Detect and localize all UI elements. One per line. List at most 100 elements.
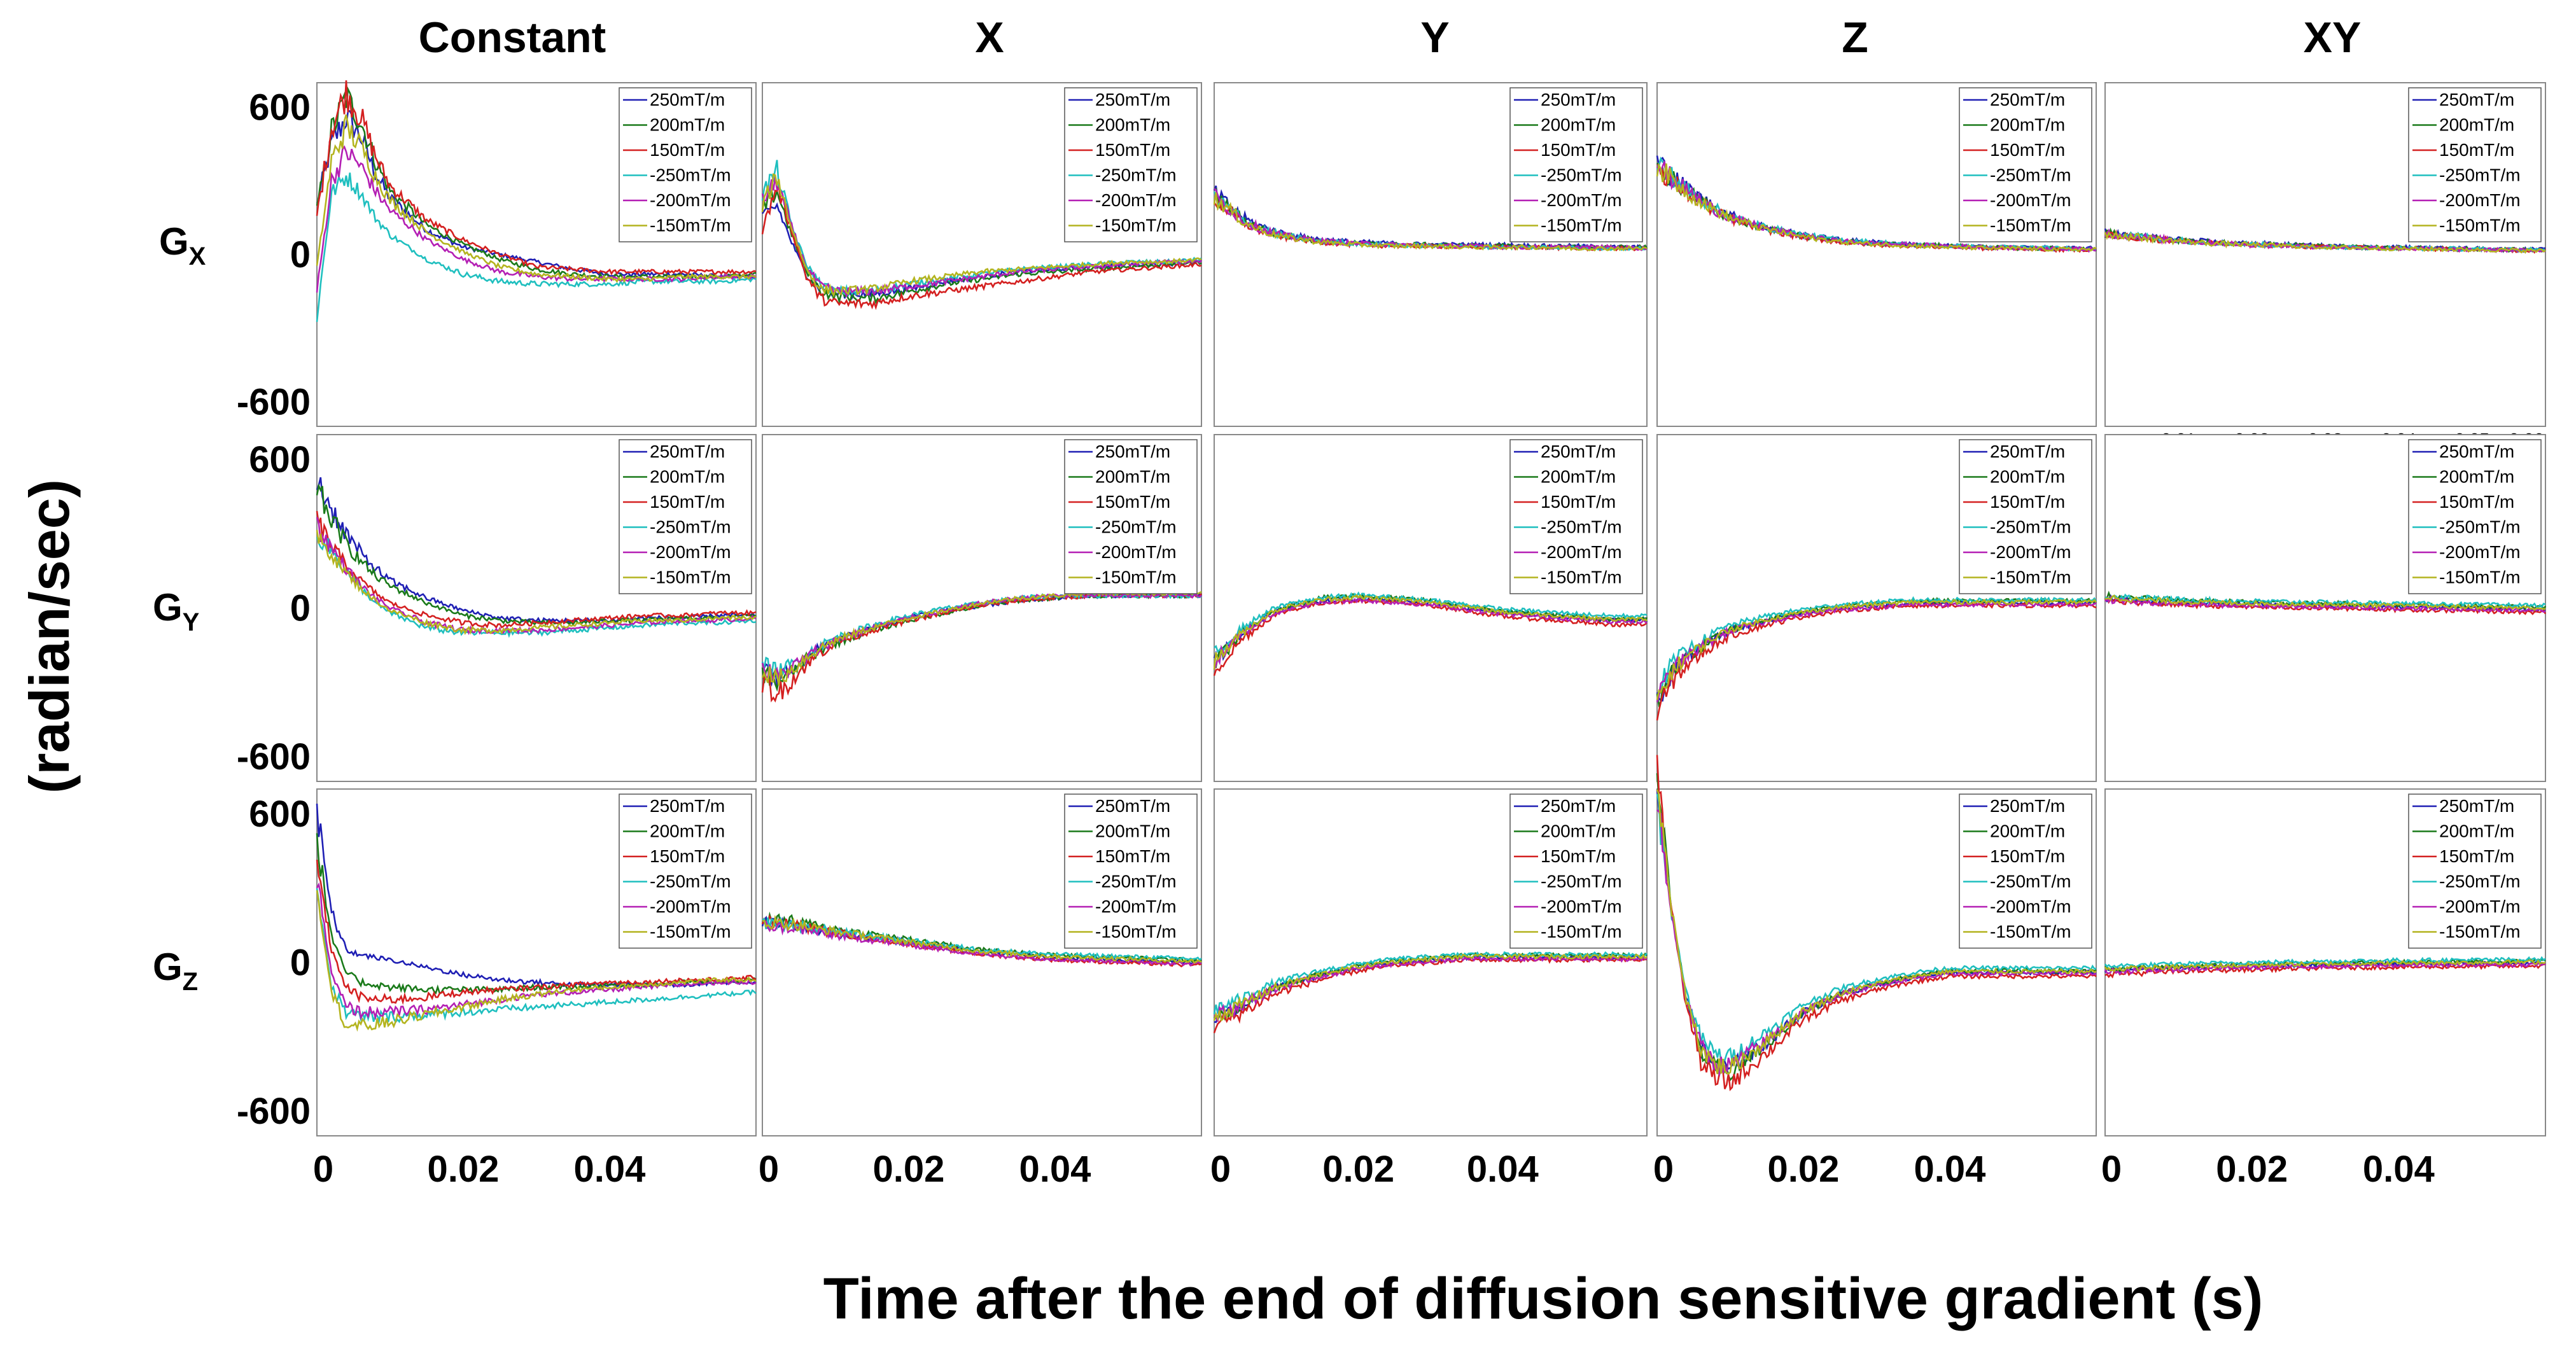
row-label-main: G bbox=[153, 946, 183, 988]
legend: 250mT/m 200mT/m 150mT/m -250mT/m -200mT/m -15… bbox=[1064, 87, 1198, 242]
legend-label: 200mT/m bbox=[2439, 821, 2514, 841]
series-line--150mT/m bbox=[1656, 789, 2097, 1075]
series-line--150mT/m bbox=[1213, 192, 1648, 252]
legend-label: 250mT/m bbox=[1990, 442, 2065, 461]
panel-gy-x: 250mT/m 200mT/m 150mT/m -250mT/m -200mT/m -15… bbox=[761, 434, 1203, 782]
legend-label: -200mT/m bbox=[650, 190, 731, 210]
legend: 250mT/m 200mT/m 150mT/m -250mT/m -200mT/m -15… bbox=[2408, 87, 2542, 242]
legend-label: 250mT/m bbox=[1541, 90, 1616, 109]
legend-box bbox=[1509, 87, 1643, 242]
legend-box bbox=[619, 87, 752, 242]
legend-label: 250mT/m bbox=[1541, 442, 1616, 461]
legend-label: 200mT/m bbox=[2439, 115, 2514, 135]
legend-label: 150mT/m bbox=[650, 846, 725, 866]
legend-label: 200mT/m bbox=[1990, 467, 2065, 487]
legend-label: -200mT/m bbox=[1990, 897, 2071, 916]
legend: 250mT/m 200mT/m 150mT/m -250mT/m -200mT/m -15… bbox=[2408, 439, 2542, 594]
x-tick-label: 0.02 bbox=[1768, 1149, 1840, 1190]
legend: 250mT/m 200mT/m 150mT/m -250mT/m -200mT/m -15… bbox=[1959, 439, 2092, 594]
legend-label: 150mT/m bbox=[1541, 846, 1616, 866]
legend-label: -200mT/m bbox=[1095, 542, 1177, 562]
series-line--250mT/m bbox=[1214, 591, 1648, 654]
legend-label: -250mT/m bbox=[650, 872, 731, 891]
legend-label: -250mT/m bbox=[650, 165, 731, 185]
legend-label: -150mT/m bbox=[1095, 216, 1177, 235]
x-tick-label: 0.02 bbox=[1322, 1149, 1394, 1190]
legend-label: -150mT/m bbox=[1990, 922, 2071, 942]
legend-label: -250mT/m bbox=[1990, 872, 2071, 891]
series-line--150mT/m bbox=[1656, 162, 2097, 253]
legend-label: -200mT/m bbox=[1990, 190, 2071, 210]
legend-label: -250mT/m bbox=[1541, 517, 1622, 537]
row-label-sub: Z bbox=[183, 968, 198, 996]
panel-gz-x: 250mT/m 200mT/m 150mT/m -250mT/m -200mT/m -15… bbox=[759, 788, 1202, 1190]
legend-label: 150mT/m bbox=[1541, 140, 1616, 160]
x-tick-label: 0.04 bbox=[2363, 1149, 2435, 1190]
series-line--200mT/m bbox=[1656, 809, 2097, 1077]
legend-label: -250mT/m bbox=[1095, 165, 1177, 185]
legend-label: -250mT/m bbox=[1541, 165, 1622, 185]
legend-box bbox=[619, 793, 752, 949]
legend-label: 200mT/m bbox=[2439, 467, 2514, 487]
row-label-gy: GY bbox=[153, 586, 200, 636]
panel-gx-constant: 250mT/m 200mT/m 150mT/m -250mT/m -200mT/m -15… bbox=[237, 80, 757, 427]
series-line--150mT/m bbox=[1213, 953, 1648, 1022]
legend: 250mT/m 200mT/m 150mT/m -250mT/m -200mT/m -15… bbox=[1064, 439, 1198, 594]
legend-label: -150mT/m bbox=[1541, 922, 1622, 942]
legend-box bbox=[2408, 87, 2542, 242]
legend: 250mT/m 200mT/m 150mT/m -250mT/m -200mT/m -15… bbox=[1064, 793, 1198, 949]
legend: 250mT/m 200mT/m 150mT/m -250mT/m -200mT/m -15… bbox=[619, 87, 752, 242]
series-line--250mT/m bbox=[316, 888, 757, 1024]
row-label-main: G bbox=[153, 586, 183, 629]
legend-label: 200mT/m bbox=[1095, 821, 1170, 841]
series-line--200mT/m bbox=[2104, 595, 2546, 613]
panel-grid: 250mT/m 200mT/m 150mT/m -250mT/m -200mT/m -15… bbox=[237, 80, 2547, 1190]
x-tick-label: 0.02 bbox=[428, 1149, 500, 1190]
panel-gy-xy: 250mT/m 200mT/m 150mT/m -250mT/m -200mT/m -15… bbox=[2104, 434, 2547, 782]
legend-label: -150mT/m bbox=[1541, 568, 1622, 587]
legend-label: 250mT/m bbox=[1990, 796, 2065, 816]
legend-label: -150mT/m bbox=[1095, 568, 1177, 587]
legend-label: 150mT/m bbox=[1990, 140, 2065, 160]
x-tick-label: 0 bbox=[759, 1149, 779, 1190]
legend-label: 200mT/m bbox=[650, 467, 725, 487]
y-tick-label: -600 bbox=[237, 1091, 311, 1132]
legend-label: -250mT/m bbox=[1990, 517, 2071, 537]
legend-label: -150mT/m bbox=[2439, 922, 2521, 942]
legend-box bbox=[1064, 87, 1198, 242]
svg-text:GZ: GZ bbox=[153, 946, 198, 996]
legend-box bbox=[1064, 793, 1198, 949]
legend: 250mT/m 200mT/m 150mT/m -250mT/m -200mT/m -15… bbox=[2408, 793, 2542, 949]
panel-gz-constant: 250mT/m 200mT/m 150mT/m -250mT/m -200mT/m -15… bbox=[237, 788, 757, 1190]
legend-label: 200mT/m bbox=[1095, 467, 1170, 487]
legend-label: 200mT/m bbox=[1541, 115, 1616, 135]
series-line--250mT/m bbox=[316, 172, 757, 323]
svg-text:GY: GY bbox=[153, 586, 200, 636]
row-label-gx: GX bbox=[159, 220, 206, 270]
legend-label: 250mT/m bbox=[1541, 796, 1616, 816]
legend-label: 150mT/m bbox=[2439, 492, 2514, 512]
y-tick-label: 0 bbox=[290, 588, 311, 629]
legend-label: 250mT/m bbox=[1095, 90, 1170, 109]
legend-label: 150mT/m bbox=[1095, 846, 1170, 866]
legend-label: -150mT/m bbox=[1541, 216, 1622, 235]
legend-label: 150mT/m bbox=[1541, 492, 1616, 512]
column-title-y: Y bbox=[1420, 13, 1449, 62]
y-tick-label: 600 bbox=[249, 87, 311, 129]
legend-label: -250mT/m bbox=[1095, 872, 1177, 891]
legend-label: -150mT/m bbox=[2439, 216, 2521, 235]
series-line--150mT/m bbox=[316, 529, 757, 635]
legend: 250mT/m 200mT/m 150mT/m -250mT/m -200mT/m -15… bbox=[619, 793, 752, 949]
legend-label: 150mT/m bbox=[2439, 140, 2514, 160]
legend-box bbox=[619, 439, 752, 594]
series-line-150mT/m bbox=[1656, 601, 2097, 721]
series-line-150mT/m bbox=[316, 80, 757, 276]
series-line--250mT/m bbox=[1656, 793, 2097, 1065]
legend-label: -250mT/m bbox=[1095, 517, 1177, 537]
legend-label: 250mT/m bbox=[650, 796, 725, 816]
legend-label: -150mT/m bbox=[2439, 568, 2521, 587]
panel-gx-y: 250mT/m 200mT/m 150mT/m -250mT/m -200mT/m -15… bbox=[1213, 82, 1648, 427]
legend-label: -250mT/m bbox=[2439, 872, 2521, 891]
legend-box bbox=[1064, 439, 1198, 594]
